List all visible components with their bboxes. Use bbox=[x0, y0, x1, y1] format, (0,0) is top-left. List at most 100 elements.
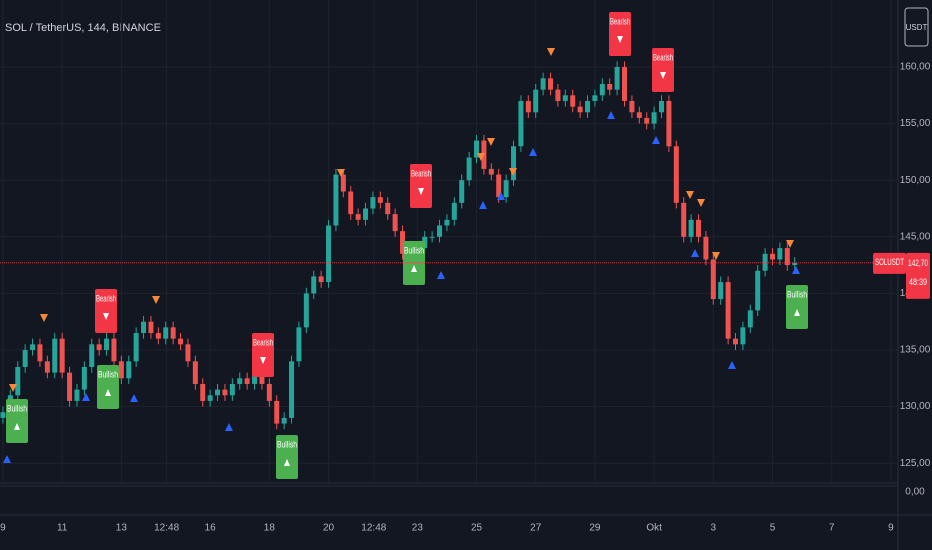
signal-down bbox=[712, 252, 720, 260]
candle-body bbox=[659, 100, 665, 113]
signal-up bbox=[691, 249, 699, 257]
x-tick-label: 12:48 bbox=[154, 523, 179, 534]
signal-down bbox=[786, 240, 794, 248]
candle-body bbox=[688, 219, 694, 237]
signal-label: Bearish bbox=[96, 293, 116, 303]
signal-down bbox=[509, 168, 517, 176]
signal-down bbox=[152, 296, 160, 304]
candle-body bbox=[215, 389, 221, 396]
candle-body bbox=[370, 197, 376, 209]
x-tick-label: 27 bbox=[530, 523, 542, 534]
candle-body bbox=[244, 378, 250, 384]
candle-body bbox=[0, 412, 6, 418]
x-tick-label: 5 bbox=[770, 523, 776, 534]
candle-body bbox=[666, 100, 672, 147]
y-tick-label: 155,00 bbox=[900, 118, 931, 129]
signal-up bbox=[479, 201, 487, 209]
x-tick-label: 29 bbox=[589, 523, 601, 534]
signal-box bbox=[410, 164, 432, 208]
candle-body bbox=[533, 89, 539, 113]
signal-arrow bbox=[103, 313, 109, 320]
candle-body bbox=[363, 208, 369, 220]
signal-arrow bbox=[14, 423, 20, 430]
signal-box bbox=[652, 48, 674, 92]
currency[interactable]: USDT bbox=[906, 23, 928, 32]
candle-body bbox=[104, 338, 110, 350]
candle-body bbox=[710, 259, 716, 300]
candle-body bbox=[592, 95, 598, 101]
candle-body bbox=[229, 383, 235, 396]
candle-body bbox=[459, 180, 465, 203]
candle-body bbox=[777, 248, 783, 260]
candle-body bbox=[540, 78, 546, 90]
chart-title: SOL / TetherUS, 144, BINANCE bbox=[5, 22, 161, 34]
signal-up bbox=[437, 271, 445, 279]
signal-label: Bullish bbox=[277, 439, 297, 449]
candle-body bbox=[155, 333, 161, 339]
candle-body bbox=[570, 95, 576, 107]
candle-body bbox=[681, 202, 687, 237]
candle-body bbox=[326, 225, 332, 283]
signal-label: Bearish bbox=[411, 168, 431, 178]
candle-body bbox=[503, 180, 509, 198]
symbol-label: SOLUSDT bbox=[875, 257, 904, 267]
candle-body bbox=[599, 83, 605, 96]
countdown-label: 48:39 bbox=[909, 277, 927, 287]
candle-body bbox=[429, 236, 435, 238]
signal-up bbox=[529, 148, 537, 156]
candle-body bbox=[629, 100, 635, 113]
candle-body bbox=[141, 321, 147, 334]
candle-body bbox=[89, 344, 95, 367]
candle-body bbox=[274, 400, 280, 424]
signal-label: Bearish bbox=[610, 16, 630, 26]
candle-body bbox=[340, 174, 346, 192]
signal-up bbox=[3, 455, 11, 463]
last-price-label: 142,70 bbox=[908, 258, 928, 268]
candle-body bbox=[696, 219, 702, 237]
y-tick-label: 135,00 bbox=[900, 345, 931, 356]
candle-body bbox=[281, 417, 287, 424]
candle-body bbox=[67, 372, 73, 401]
candle-body bbox=[577, 106, 583, 113]
candle-body bbox=[784, 248, 790, 266]
signal-down bbox=[477, 153, 485, 161]
signal-down bbox=[686, 191, 694, 199]
signal-box bbox=[786, 285, 808, 329]
candle-body bbox=[333, 174, 339, 226]
candle-body bbox=[348, 191, 354, 215]
candle-body bbox=[496, 174, 502, 198]
candle-body bbox=[318, 276, 324, 283]
candle-body bbox=[555, 89, 561, 101]
x-tick-label: 3 bbox=[711, 523, 717, 534]
signal-arrow bbox=[418, 188, 424, 195]
candle-body bbox=[59, 338, 65, 373]
candle-body bbox=[303, 293, 309, 328]
candle-body bbox=[392, 214, 398, 232]
candle-body bbox=[192, 361, 198, 384]
candle-body bbox=[511, 146, 517, 181]
candle-body bbox=[636, 112, 642, 118]
signal-arrow bbox=[284, 459, 290, 466]
candle-body bbox=[30, 344, 36, 350]
candle-body bbox=[15, 366, 21, 396]
y-tick-label: 145,00 bbox=[900, 231, 931, 242]
signal-arrow bbox=[794, 309, 800, 316]
signal-down bbox=[487, 138, 495, 146]
signal-label: Bullish bbox=[7, 403, 27, 413]
candle-body bbox=[170, 327, 176, 339]
signal-up bbox=[82, 393, 90, 401]
x-tick-label: 12:48 bbox=[361, 523, 386, 534]
candle-body bbox=[266, 383, 272, 401]
x-tick-label: 7 bbox=[829, 523, 835, 534]
candle-body bbox=[81, 366, 87, 390]
candle-body bbox=[207, 395, 213, 401]
candle-body bbox=[644, 117, 650, 124]
currency-box[interactable] bbox=[904, 7, 929, 47]
candle-body bbox=[718, 282, 724, 300]
price-box bbox=[906, 252, 930, 299]
signal-box bbox=[95, 289, 117, 333]
candle-body bbox=[562, 95, 568, 101]
candle-body bbox=[311, 276, 317, 294]
